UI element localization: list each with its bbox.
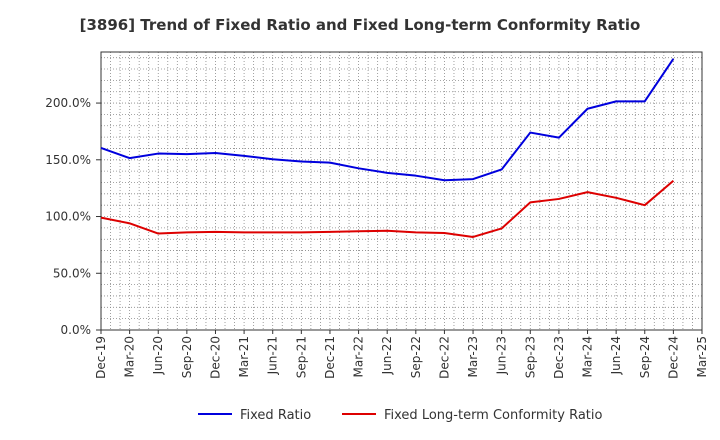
series-line (100, 58, 675, 182)
y-tick-label: 150.0% (45, 153, 91, 167)
x-tick-label: Dec-24 (666, 336, 680, 379)
x-tick-labels: Dec-19 Mar-20 Jun-20 Sep-20 Dec-20 Mar-21 Jun-… (94, 336, 709, 379)
x-tick-label: Mar-22 (352, 336, 366, 377)
y-tick-labels: 0.0% 50.0% 100.0% 150.0% 200.0% (45, 96, 91, 337)
axes (96, 51, 703, 334)
x-tick-label: Sep-24 (638, 336, 652, 378)
x-tick-label: Sep-22 (409, 336, 423, 378)
series-lines (100, 58, 675, 238)
x-tick-label: Dec-21 (323, 336, 337, 379)
grid-lines (100, 52, 703, 331)
x-tick-label: Mar-25 (695, 336, 709, 377)
y-tick-label: 200.0% (45, 96, 91, 110)
series-line (100, 180, 675, 238)
x-tick-label: Dec-20 (208, 336, 222, 379)
x-tick-label: Jun-24 (609, 336, 623, 375)
x-tick-label: Sep-21 (294, 336, 308, 378)
y-tick-label: 100.0% (45, 210, 91, 224)
legend-label: Fixed Long-term Conformity Ratio (384, 408, 603, 423)
x-tick-label: Jun-22 (380, 336, 394, 375)
x-tick-label: Mar-24 (581, 336, 595, 377)
x-tick-label: Dec-19 (94, 336, 108, 379)
x-tick-label: Sep-20 (180, 336, 194, 378)
legend: Fixed Ratio Fixed Long-term Conformity Ra… (198, 408, 603, 423)
x-tick-label: Jun-20 (151, 336, 165, 375)
chart-title: [3896] Trend of Fixed Ratio and Fixed Lo… (79, 16, 641, 34)
x-tick-label: Mar-20 (123, 336, 137, 377)
plot-area-border (100, 51, 703, 331)
y-tick-label: 50.0% (53, 266, 91, 280)
y-tick-label: 0.0% (61, 323, 92, 337)
x-tick-label: Mar-23 (466, 336, 480, 377)
x-tick-label: Mar-21 (237, 336, 251, 377)
x-tick-label: Jun-23 (495, 336, 509, 375)
x-tick-label: Jun-21 (266, 336, 280, 375)
x-tick-label: Sep-23 (523, 336, 537, 378)
x-tick-label: Dec-22 (437, 336, 451, 379)
x-tick-label: Dec-23 (552, 336, 566, 379)
legend-label: Fixed Ratio (240, 408, 311, 423)
